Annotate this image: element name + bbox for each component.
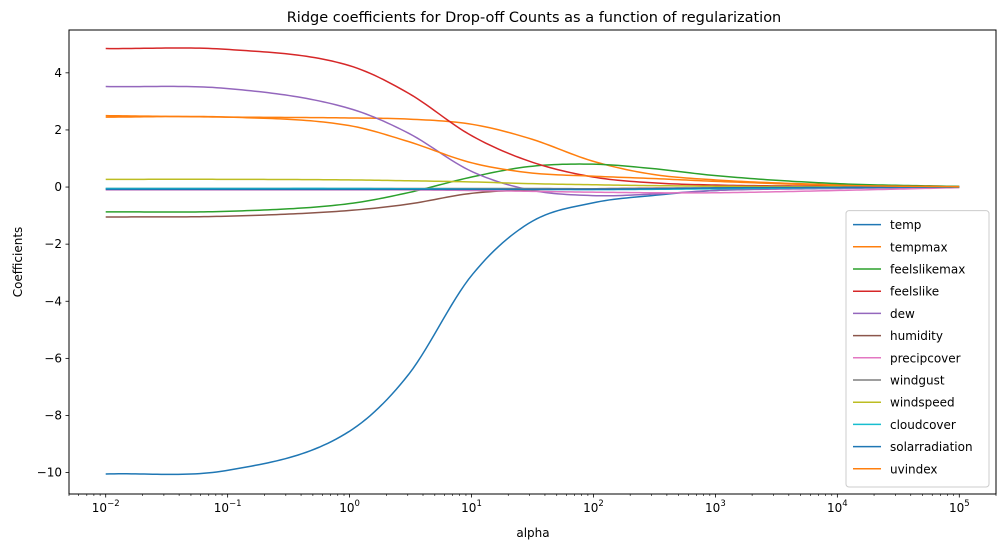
series-line-feelslikemax	[105, 163, 960, 213]
y-axis-ticks: −10 −8 −6 −4 −2 0 2 4	[37, 66, 69, 480]
y-tick-label: −10	[37, 466, 62, 480]
y-tick-label: −2	[44, 237, 62, 251]
series-line-tempmax	[105, 114, 960, 188]
legend: temp tempmax feelslikemax feelslike dew humid…	[845, 210, 990, 488]
legend-label-windgust: windgust	[890, 374, 945, 388]
series-line-uvindex	[105, 115, 960, 188]
legend-box	[845, 210, 990, 488]
y-tick-label: 2	[54, 123, 62, 137]
y-tick-label: 4	[54, 66, 62, 80]
series-layer	[105, 47, 960, 476]
y-tick-label: 0	[54, 180, 62, 194]
x-axis-title: alpha	[516, 526, 549, 540]
legend-label-solarradiation: solarradiation	[890, 440, 973, 454]
y-tick-label: −6	[44, 351, 62, 365]
legend-label-feelslikemax: feelslikemax	[890, 263, 965, 277]
x-tick-label: 105	[949, 499, 970, 515]
x-tick-label: 101	[461, 499, 482, 515]
x-tick-label: 100	[339, 499, 360, 515]
x-tick-label: 10−1	[214, 499, 242, 515]
x-tick-label: 103	[705, 499, 726, 515]
x-tick-label: 102	[583, 499, 604, 515]
legend-label-humidity: humidity	[890, 329, 943, 343]
x-axis-ticks: 10−2 10−1 100 101 102 103 104 105	[68, 494, 997, 515]
y-tick-label: −4	[44, 294, 62, 308]
plot-frame	[68, 29, 997, 495]
x-tick-label: 10−2	[92, 499, 120, 515]
chart-title: Ridge coefficients for Drop-off Counts a…	[287, 10, 782, 26]
series-line-temp	[105, 185, 960, 476]
y-tick-label: −8	[44, 408, 62, 422]
legend-label-feelslike: feelslike	[890, 285, 939, 299]
legend-label-tempmax: tempmax	[890, 240, 948, 254]
legend-label-precipcover: precipcover	[890, 351, 961, 365]
y-axis-title: Coefficients	[11, 227, 25, 298]
legend-label-uvindex: uvindex	[890, 462, 938, 476]
series-line-solarradiation	[105, 186, 960, 191]
legend-label-windspeed: windspeed	[890, 396, 955, 410]
x-tick-label: 104	[827, 499, 848, 515]
legend-label-cloudcover: cloudcover	[890, 418, 956, 432]
legend-label-temp: temp	[890, 218, 921, 232]
legend-label-dew: dew	[890, 307, 915, 321]
